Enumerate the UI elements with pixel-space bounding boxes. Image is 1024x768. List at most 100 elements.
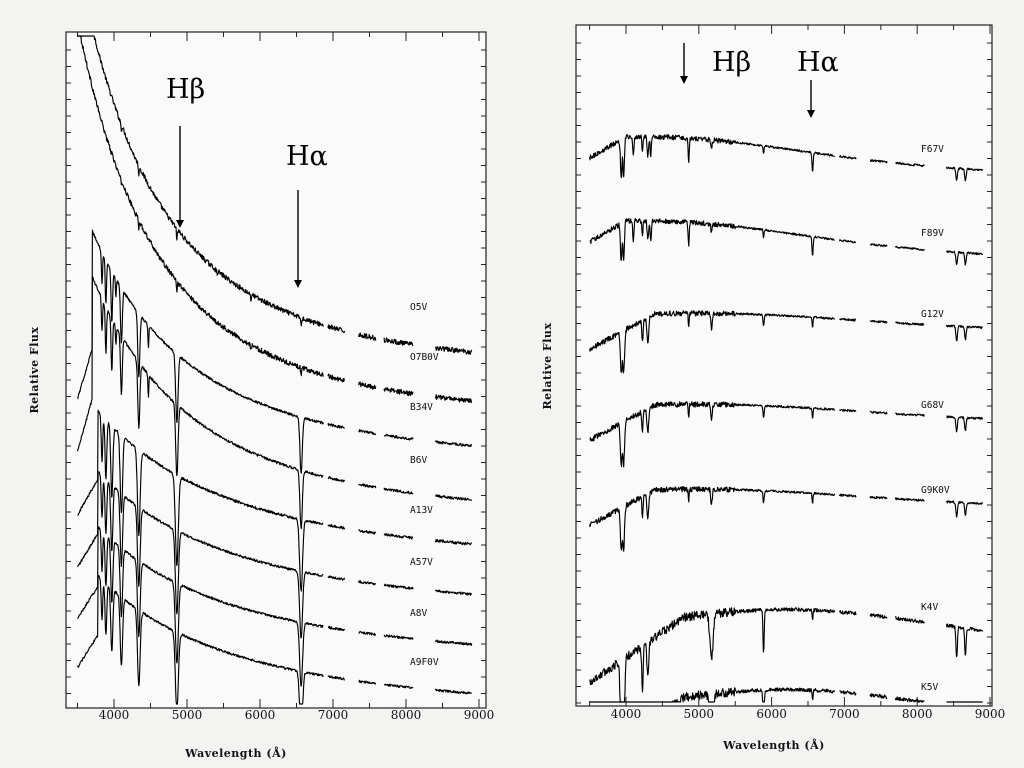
arrow-head [294, 280, 302, 288]
spectrum-line [358, 630, 377, 637]
spectrum-line [589, 401, 836, 468]
spectrum-line [945, 324, 984, 342]
spectrum-line [434, 589, 473, 596]
spectrum-line [77, 409, 324, 592]
spectrum-line [589, 134, 835, 179]
x-axis-title: Wavelength (Å) [722, 738, 825, 752]
spectrum-line [869, 319, 888, 324]
x-tick-label: 4000 [611, 707, 642, 721]
spectrum-line [894, 245, 925, 252]
spectrum-f67v [589, 134, 984, 182]
spectrum-g12v [589, 310, 984, 374]
spectrum-line [894, 696, 925, 703]
spectrum-line [869, 613, 888, 619]
x-axis-title: Wavelength (Å) [184, 746, 287, 760]
spectrum-o7b0v [77, 35, 473, 404]
spectrum-line [358, 381, 377, 390]
spectrum-line [383, 387, 414, 397]
spectrum-line [869, 159, 888, 164]
spectrum-line [589, 607, 836, 703]
series-label: B34V [410, 402, 433, 413]
plot-frame [575, 24, 993, 707]
spectrum-line [434, 688, 473, 695]
spectrum-line [327, 575, 346, 581]
spectrum-k4v [589, 607, 984, 703]
spectrum-line [77, 35, 324, 327]
spectrum-g9k0v [589, 486, 984, 552]
spectrum-line [383, 433, 414, 441]
spectrum-b6v [76, 275, 473, 530]
spectrum-line [434, 440, 473, 448]
x-tick-label: 7000 [829, 707, 860, 721]
spectrum-line [589, 687, 836, 703]
spectrum-line [946, 250, 984, 266]
spectrum-line [946, 415, 984, 433]
spectrum-line [839, 317, 857, 322]
annotation-label: Hβ [712, 47, 751, 78]
spectrum-line [383, 337, 414, 347]
spectrum-line [895, 321, 925, 327]
annotation-label: Hα [286, 141, 328, 172]
spectrum-line [327, 524, 346, 530]
spectrum-line [838, 239, 857, 244]
spectrum-o5v [77, 35, 473, 355]
x-tick-label: 5000 [172, 708, 203, 722]
spectrum-line [358, 332, 377, 341]
spectrum-line [869, 495, 888, 500]
y-axis-title: Relative Flux [541, 323, 554, 410]
series-label: G12V [921, 309, 944, 320]
spectrum-f89v [589, 218, 984, 266]
spectrum-line [77, 229, 324, 474]
x-tick-label: 8000 [391, 708, 422, 722]
spectrum-b34v [77, 229, 473, 474]
spectrum-line [383, 533, 414, 540]
spectrum-line [327, 373, 346, 383]
spectrum-line [383, 583, 414, 590]
spectrum-line [76, 574, 324, 705]
spectrum-a8v [77, 526, 473, 687]
spectrum-line [327, 625, 346, 632]
series-label: A13V [410, 505, 433, 516]
arrow-head [680, 76, 688, 84]
series-label: K4V [921, 602, 938, 613]
spectrum-line [358, 429, 377, 436]
series-label: B6V [410, 455, 427, 466]
spectrum-line [945, 623, 984, 658]
spectrum-line [327, 423, 345, 429]
series-label: F89V [921, 228, 944, 239]
spectrum-line [434, 539, 473, 546]
x-tick-label: 5000 [684, 707, 715, 721]
spectrum-line [839, 408, 857, 413]
spectrum-line [77, 35, 324, 377]
h-beta-annotation: Hβ [166, 74, 205, 228]
spectrum-line [895, 161, 925, 168]
series-label: A57V [410, 557, 433, 568]
spectrum-line [434, 345, 473, 355]
spectrum-line [894, 497, 925, 502]
x-tick-label: 8000 [902, 707, 933, 721]
spectrum-line [327, 324, 346, 333]
spectrum-line [894, 412, 925, 417]
arrow-head [176, 220, 184, 228]
x-tick-label: 6000 [756, 707, 787, 721]
spectrum-line [869, 693, 888, 699]
h-beta-annotation: Hβ [680, 43, 751, 84]
series-label: A9F0V [410, 657, 439, 668]
spectrum-line [327, 675, 346, 681]
spectrum-line [895, 616, 925, 624]
spectrum-a9f0v [76, 574, 473, 705]
h-alpha-annotation: Hα [797, 47, 839, 118]
spectrum-line [838, 155, 857, 160]
x-tick-label: 9000 [975, 707, 1006, 721]
spectrum-line [76, 275, 324, 530]
right-spectra-panel: 4000 5000 6000 7000 8000 9000 Wavelength (Å) Re… [541, 24, 1006, 752]
spectrum-line [327, 476, 346, 483]
spectrum-k5v [589, 687, 983, 703]
x-axis-ticks [66, 32, 486, 708]
spectrum-line [358, 483, 377, 489]
spectrum-line [358, 580, 376, 586]
left-spectra-panel: 4000 5000 6000 7000 8000 9000 Wavelength (Å) Re… [28, 31, 494, 760]
x-axis-ticks [576, 25, 992, 706]
spectrum-line [838, 610, 857, 616]
